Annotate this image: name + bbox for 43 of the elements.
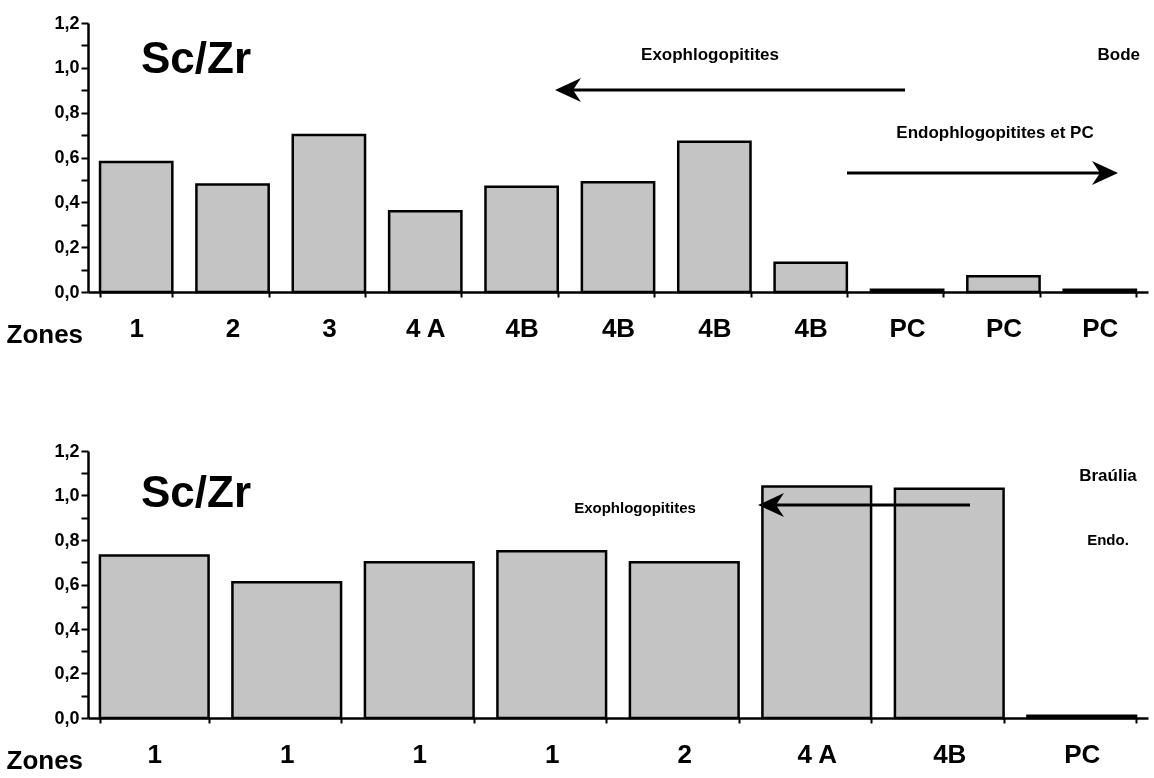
x-tick-label: PC — [985, 312, 1023, 343]
x-tick-label: 1 — [147, 738, 162, 769]
y-tick-label: 0,8 — [54, 102, 80, 123]
y-tick-label: 0,6 — [54, 147, 80, 167]
y-tick-label: 1,2 — [54, 440, 80, 461]
x-tick-label: 4B — [601, 312, 636, 343]
x-tick-label: 4B — [794, 312, 828, 343]
x-tick-label: 1 — [545, 738, 560, 769]
annotation: Exophlogopitites — [574, 499, 696, 516]
x-tick-label: 4B — [698, 312, 732, 343]
y-tick-label: 0,0 — [54, 707, 80, 728]
y-tick-label: 0,0 — [54, 281, 80, 302]
annotation: Bode — [1097, 45, 1140, 64]
y-tick-label: 0,2 — [54, 663, 80, 683]
annotation: Braúlia — [1079, 466, 1138, 485]
x-axis-title: Zones — [6, 744, 84, 775]
x-tick-label: PC — [1082, 312, 1119, 343]
annotation: Sc/Zr — [141, 33, 252, 82]
x-tick-label: 1 — [280, 738, 295, 769]
y-tick-label: 1,2 — [54, 12, 80, 33]
y-tick-label: 0,4 — [54, 618, 80, 639]
x-tick-label: 4 A — [406, 312, 446, 343]
x-tick-label: 3 — [322, 312, 337, 343]
x-axis-title: Zones — [6, 318, 84, 349]
annotation: Endo. — [1087, 531, 1129, 548]
x-tick-label: PC — [889, 312, 926, 343]
annotation: Sc/Zr — [141, 467, 252, 516]
y-tick-label: 0,8 — [54, 529, 80, 550]
x-tick-label: 2 — [225, 312, 241, 343]
y-tick-label: 1,0 — [54, 57, 80, 78]
annotation: Endophlogopitites et PC — [896, 123, 1094, 142]
y-tick-label: 0,6 — [54, 574, 80, 594]
y-tick-label: 0,2 — [54, 236, 80, 257]
annotation: Exophlogopitites — [641, 45, 779, 64]
x-tick-label: 2 — [677, 738, 692, 769]
y-tick-label: 0,4 — [54, 191, 80, 212]
y-tick-label: 1,0 — [54, 485, 80, 505]
x-tick-label: 4B — [505, 312, 539, 343]
x-tick-label: 4B — [933, 738, 967, 769]
x-tick-label: 4 A — [797, 738, 838, 769]
x-tick-label: PC — [1064, 738, 1101, 769]
x-tick-label: 1 — [412, 738, 427, 769]
x-tick-label: 1 — [129, 312, 144, 343]
